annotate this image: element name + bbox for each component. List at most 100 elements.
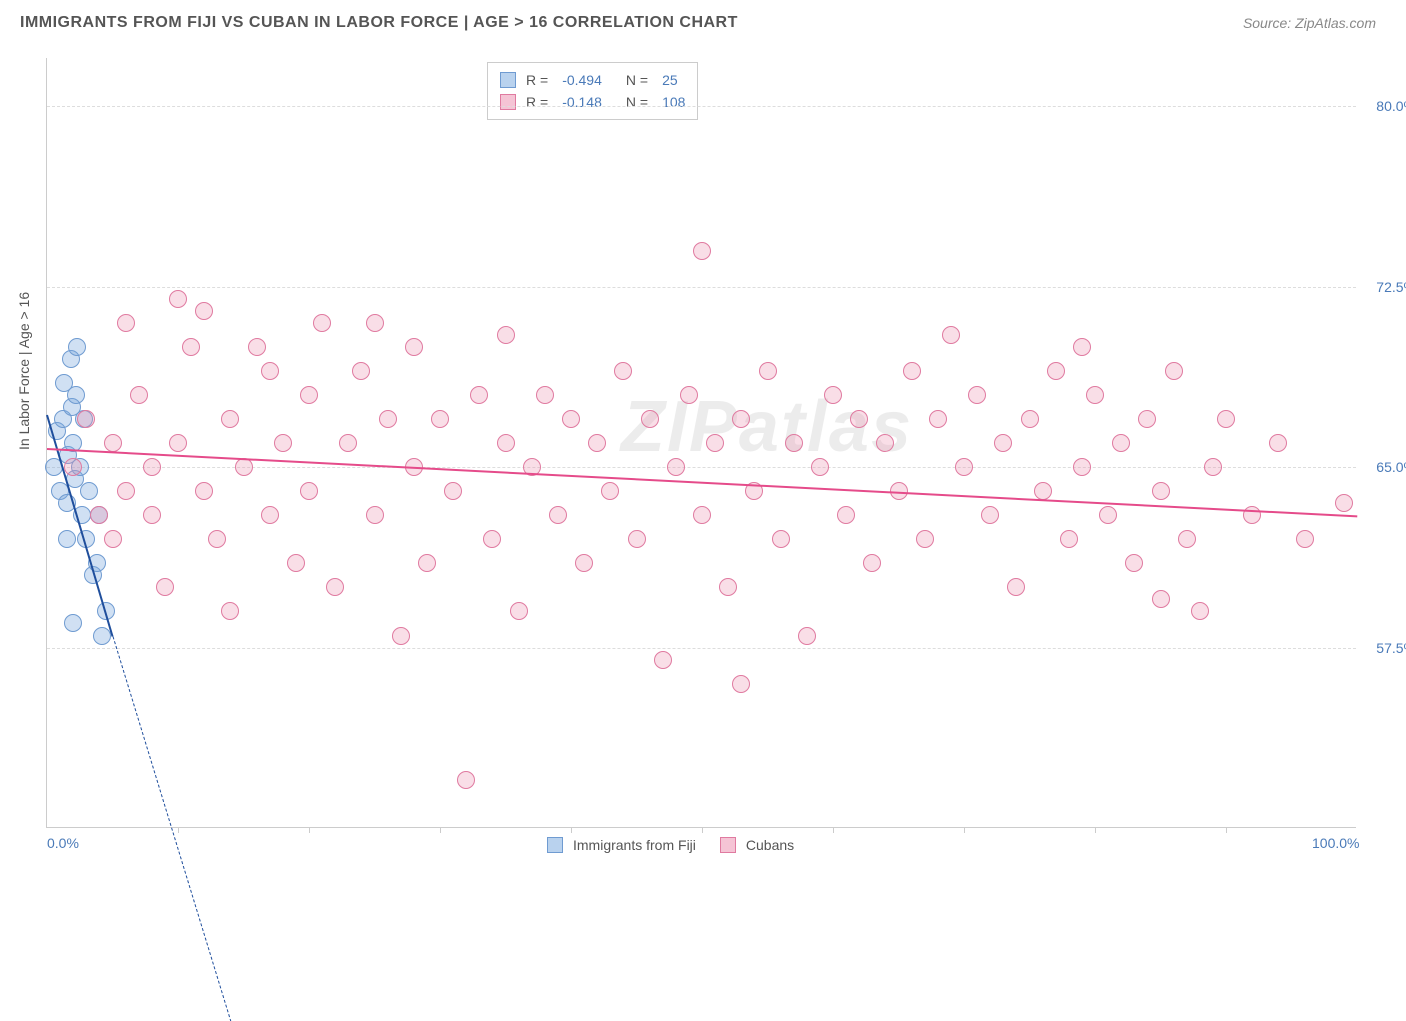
data-point — [248, 338, 266, 356]
legend-series-item: Immigrants from Fiji — [547, 837, 696, 853]
data-point — [444, 482, 462, 500]
data-point — [798, 627, 816, 645]
x-tick-mark — [440, 827, 441, 833]
x-tick-mark — [1226, 827, 1227, 833]
data-point — [1178, 530, 1196, 548]
data-point — [261, 506, 279, 524]
data-point — [418, 554, 436, 572]
data-point — [339, 434, 357, 452]
data-point — [1099, 506, 1117, 524]
data-point — [169, 434, 187, 452]
n-value: 25 — [662, 69, 678, 91]
data-point — [90, 506, 108, 524]
data-point — [863, 554, 881, 572]
data-point — [68, 338, 86, 356]
r-label: R = — [526, 69, 548, 91]
data-point — [536, 386, 554, 404]
data-point — [1125, 554, 1143, 572]
data-point — [549, 506, 567, 524]
legend-swatch — [500, 72, 516, 88]
data-point — [169, 290, 187, 308]
data-point — [1138, 410, 1156, 428]
x-tick-mark — [833, 827, 834, 833]
legend-swatch — [720, 837, 736, 853]
data-point — [143, 506, 161, 524]
data-point — [1021, 410, 1039, 428]
scatter-chart: ZIPatlas R =-0.494N =25R =-0.148N =108 I… — [46, 58, 1356, 828]
data-point — [300, 482, 318, 500]
data-point — [497, 434, 515, 452]
data-point — [93, 627, 111, 645]
data-point — [208, 530, 226, 548]
data-point — [680, 386, 698, 404]
data-point — [732, 675, 750, 693]
x-tick-mark — [309, 827, 310, 833]
chart-title: IMMIGRANTS FROM FIJI VS CUBAN IN LABOR F… — [20, 14, 738, 32]
data-point — [916, 530, 934, 548]
data-point — [77, 410, 95, 428]
data-point — [64, 458, 82, 476]
data-point — [300, 386, 318, 404]
data-point — [67, 386, 85, 404]
x-tick-mark — [1095, 827, 1096, 833]
data-point — [261, 362, 279, 380]
data-point — [326, 578, 344, 596]
data-point — [274, 434, 292, 452]
data-point — [195, 482, 213, 500]
data-point — [156, 578, 174, 596]
r-value: -0.494 — [562, 69, 602, 91]
data-point — [64, 614, 82, 632]
data-point — [693, 242, 711, 260]
data-point — [287, 554, 305, 572]
y-axis-label: In Labor Force | Age > 16 — [16, 292, 32, 450]
trend-line-extrapolated — [112, 636, 231, 1021]
y-tick-label: 72.5% — [1361, 279, 1406, 295]
data-point — [1086, 386, 1104, 404]
n-label: N = — [626, 91, 648, 113]
data-point — [1191, 602, 1209, 620]
source-credit: Source: ZipAtlas.com — [1243, 15, 1376, 31]
data-point — [1152, 590, 1170, 608]
data-point — [929, 410, 947, 428]
x-tick-mark — [702, 827, 703, 833]
x-tick-mark — [178, 827, 179, 833]
data-point — [366, 506, 384, 524]
data-point — [732, 410, 750, 428]
data-point — [575, 554, 593, 572]
data-point — [824, 386, 842, 404]
data-point — [850, 410, 868, 428]
gridline — [47, 648, 1356, 649]
data-point — [235, 458, 253, 476]
legend-series-item: Cubans — [720, 837, 794, 853]
data-point — [1073, 458, 1091, 476]
data-point — [588, 434, 606, 452]
x-tick-label: 0.0% — [47, 835, 79, 851]
data-point — [654, 651, 672, 669]
data-point — [1112, 434, 1130, 452]
data-point — [117, 482, 135, 500]
data-point — [994, 434, 1012, 452]
data-point — [772, 530, 790, 548]
x-tick-mark — [964, 827, 965, 833]
n-value: 108 — [662, 91, 685, 113]
data-point — [1047, 362, 1065, 380]
data-point — [497, 326, 515, 344]
gridline — [47, 287, 1356, 288]
data-point — [628, 530, 646, 548]
data-point — [811, 458, 829, 476]
legend-stat-row: R =-0.148N =108 — [500, 91, 685, 113]
data-point — [785, 434, 803, 452]
gridline — [47, 106, 1356, 107]
data-point — [457, 771, 475, 789]
data-point — [80, 482, 98, 500]
data-point — [562, 410, 580, 428]
data-point — [510, 602, 528, 620]
data-point — [1152, 482, 1170, 500]
data-point — [392, 627, 410, 645]
y-tick-label: 57.5% — [1361, 640, 1406, 656]
data-point — [1204, 458, 1222, 476]
data-point — [693, 506, 711, 524]
y-tick-label: 80.0% — [1361, 98, 1406, 114]
r-value: -0.148 — [562, 91, 602, 113]
data-point — [431, 410, 449, 428]
